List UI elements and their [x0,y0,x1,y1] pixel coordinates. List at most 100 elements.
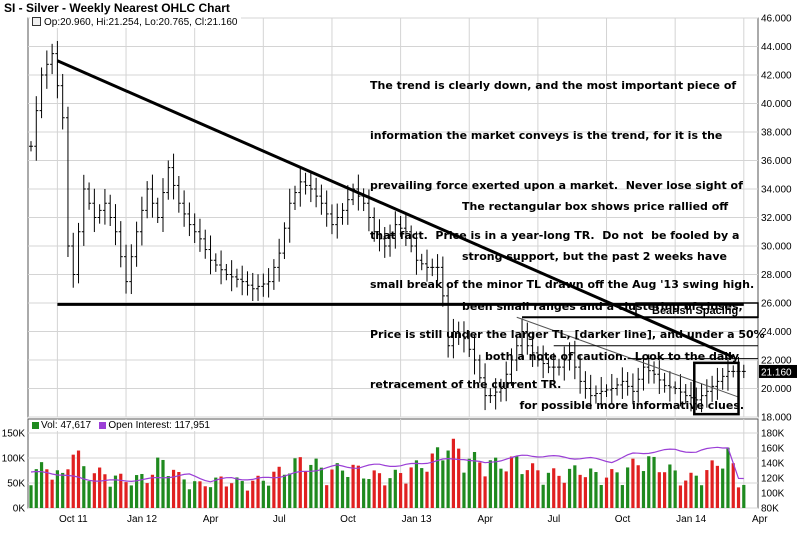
price-y-tick-label: 44.000 [761,42,792,53]
volume-bar [388,478,392,508]
ohlc-bar [81,174,86,246]
ohlc-bar [704,379,709,408]
volume-bar [235,477,239,508]
open-interest-line [30,446,744,483]
ohlc-bar [657,360,662,394]
volume-bar [124,482,128,508]
open-interest-y-tick-label: 160K [761,444,785,455]
ohlc-bar [414,231,419,275]
volume-bar [457,448,461,508]
ohlc-bar [213,253,218,272]
volume-bar [589,468,593,508]
ohlc-bar [224,263,229,281]
ohlc-bar [720,368,725,390]
ohlc-bar [440,256,445,307]
trendline-major-downtrend [56,59,734,359]
ohlc-bar [615,377,620,396]
ohlc-bar [187,202,192,237]
ohlc-bar [71,232,76,288]
volume-bar [615,472,619,508]
x-tick-label: Jul [547,514,560,525]
volume-bar [303,471,308,508]
volume-bar [298,457,302,508]
open-interest-swatch-icon [99,422,107,429]
ohlc-bar [197,218,202,252]
volume-bar [626,467,630,508]
ohlc-bar [446,284,451,358]
ohlc-bar [609,373,614,405]
legend-volume: Vol: 47,617 [41,420,92,431]
open-interest-y-tick-label: 140K [761,459,785,470]
ohlc-bar [261,273,266,297]
ohlc-bar [662,372,667,393]
price-y-tick-label: 36.000 [761,156,792,167]
volume-bar [705,470,709,508]
panel-settings-icon[interactable] [32,17,41,26]
ohlc-bar [65,106,70,257]
ohlc-bar [76,222,81,284]
price-y-tick-label: 20.000 [761,384,792,395]
ohlc-bar [557,358,561,376]
ohlc-bar [124,244,129,294]
volume-bar [92,473,96,508]
volume-bar [314,458,318,508]
volume-bar [309,464,313,508]
volume-bar [256,475,260,508]
ohlc-bar [129,244,134,295]
ohlc-bar [546,357,551,374]
annotation-trend-line: prevailing force exerted upon a market. … [370,178,743,192]
ohlc-bar [203,229,208,259]
price-y-tick-label: 22.000 [761,356,792,367]
ohlc-bar [176,175,181,213]
annotation-trend-line: that fact. Price is in a year-long TR. D… [370,228,740,242]
bearish-spacing-box [635,302,759,318]
volume-bar [451,438,455,508]
ohlc-bar [345,185,350,225]
volume-bar [710,460,714,508]
ohlc-bar [488,388,493,404]
volume-bar [478,462,482,508]
ohlc-bar [145,181,150,219]
volume-bar [599,484,603,508]
volume-bar [150,474,155,508]
volume-bar [726,447,730,508]
volume-bar [203,486,207,508]
volume-bar [377,473,382,508]
ohlc-bar [562,346,567,381]
volume-bar [684,480,688,508]
volume-y-tick-label: 0K [13,504,26,515]
volume-bar [103,474,107,508]
volume-bar [573,465,577,508]
volume-bar [467,458,471,508]
ohlc-bar [652,361,657,384]
ohlc-bar [50,43,55,75]
volume-bar [135,475,139,508]
ohlc-bar [271,259,276,290]
legend-low: Lo:20.765, [144,17,192,28]
volume-bar [356,465,360,508]
ohlc-bar [118,221,123,268]
ohlc-bar [335,203,340,239]
ohlc-bar [219,250,224,285]
volume-bar [66,469,70,508]
ohlc-bar [108,194,113,227]
ohlc-bar [572,340,577,380]
x-tick-label: Jan 13 [402,514,432,525]
volume-bar [657,472,661,508]
volume-bar [208,487,213,508]
volume-bar [483,476,487,508]
volume-bar [462,472,466,508]
ohlc-bar [630,373,635,405]
annotation-trend-line: small break of the minor TL drawn off th… [370,278,755,292]
ohlc-bar [97,204,102,224]
volume-bar [631,458,635,508]
volume-bar [362,478,366,508]
volume-bar [293,458,297,508]
volume-bar [372,470,376,508]
ohlc-bar [646,354,651,384]
ohlc-bar [456,321,461,345]
volume-bar [187,489,191,508]
ohlc-bar [403,213,408,246]
chart-title: SI - Silver - Weekly Nearest OHLC Chart [4,1,230,15]
volume-bar [39,462,44,508]
